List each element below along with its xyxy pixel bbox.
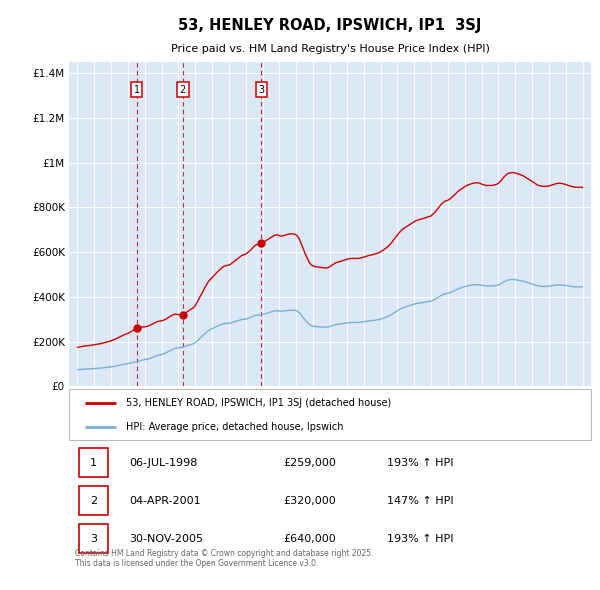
Text: 53, HENLEY ROAD, IPSWICH, IP1 3SJ (detached house): 53, HENLEY ROAD, IPSWICH, IP1 3SJ (detac… (127, 398, 392, 408)
Text: Price paid vs. HM Land Registry's House Price Index (HPI): Price paid vs. HM Land Registry's House … (170, 44, 490, 54)
FancyBboxPatch shape (69, 389, 591, 440)
Text: 06-JUL-1998: 06-JUL-1998 (129, 458, 197, 468)
Text: £640,000: £640,000 (283, 534, 336, 544)
Text: 1: 1 (90, 458, 97, 468)
Text: 30-NOV-2005: 30-NOV-2005 (129, 534, 203, 544)
FancyBboxPatch shape (79, 486, 108, 516)
Text: 2: 2 (90, 496, 97, 506)
Text: 193% ↑ HPI: 193% ↑ HPI (388, 458, 454, 468)
Text: 04-APR-2001: 04-APR-2001 (129, 496, 200, 506)
Text: 193% ↑ HPI: 193% ↑ HPI (388, 534, 454, 544)
Text: 3: 3 (90, 534, 97, 544)
Text: £259,000: £259,000 (283, 458, 336, 468)
Text: Contains HM Land Registry data © Crown copyright and database right 2025.
This d: Contains HM Land Registry data © Crown c… (75, 549, 373, 568)
Text: HPI: Average price, detached house, Ipswich: HPI: Average price, detached house, Ipsw… (127, 422, 344, 432)
Text: 3: 3 (258, 84, 265, 94)
FancyBboxPatch shape (79, 525, 108, 553)
Text: 53, HENLEY ROAD, IPSWICH, IP1  3SJ: 53, HENLEY ROAD, IPSWICH, IP1 3SJ (178, 18, 482, 32)
Text: £320,000: £320,000 (283, 496, 336, 506)
Text: 1: 1 (133, 84, 140, 94)
Text: 147% ↑ HPI: 147% ↑ HPI (388, 496, 454, 506)
FancyBboxPatch shape (79, 448, 108, 477)
Text: 2: 2 (179, 84, 186, 94)
